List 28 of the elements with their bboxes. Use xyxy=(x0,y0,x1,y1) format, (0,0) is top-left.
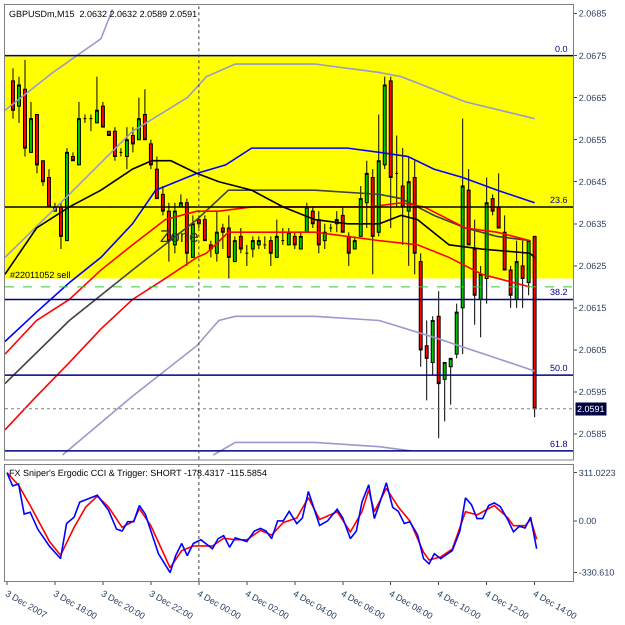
y-tick-label: 2.0635 xyxy=(578,218,606,229)
x-tick-label: 4 Dec 12:00 xyxy=(483,588,530,622)
annotation: 38.2 xyxy=(550,287,568,297)
y-tick-label: 2.0655 xyxy=(578,134,606,145)
x-tick-label: 4 Dec 14:00 xyxy=(531,588,578,622)
y-tick-label: 2.0685 xyxy=(578,8,606,19)
y-tick-label: 2.0675 xyxy=(578,50,606,61)
ref-line-label: 2.0591 xyxy=(577,404,605,414)
y-tick-label: -330.610 xyxy=(578,568,614,578)
y-tick-label: 2.0595 xyxy=(578,387,606,398)
y-tick-label: 311.0223 xyxy=(578,468,616,478)
y-tick-label: 2.0645 xyxy=(578,176,606,187)
annotation: 61.8 xyxy=(550,439,568,449)
y-tick-label: 2.0585 xyxy=(578,429,606,440)
annotation: 50.0 xyxy=(550,363,568,373)
y-tick-label: 2.0625 xyxy=(578,260,606,271)
annotation: 23.6 xyxy=(550,195,568,205)
annotation: 0.0 xyxy=(555,44,568,54)
y-tick-label: 2.0605 xyxy=(578,345,606,356)
y-tick-label: 0.00 xyxy=(578,516,596,526)
chart-title: GBPUSDm,M15 2.0632 2.0632 2.0589 2.0591 xyxy=(9,9,198,19)
y-tick-label: 2.0665 xyxy=(578,92,606,103)
ref-line-label: #22011052 sell xyxy=(10,270,70,280)
x-tick-label: 3 Dec 2007 xyxy=(4,588,49,620)
chart-title: FX Sniper's Ergodic CCI & Trigger: SHORT -178.4317 -115.5854 xyxy=(9,468,267,478)
y-tick-label: 2.0615 xyxy=(578,303,606,314)
x-tick-label: 3 Dec 18:00 xyxy=(52,588,99,622)
x-tick-label: 4 Dec 10:00 xyxy=(435,588,482,622)
